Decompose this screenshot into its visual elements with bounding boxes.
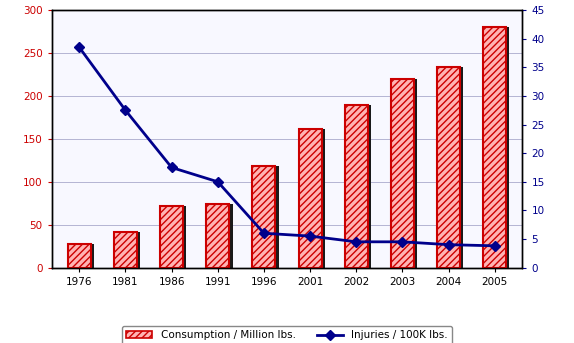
Bar: [394, 79, 417, 268]
Bar: [255, 166, 279, 268]
Bar: [486, 27, 509, 268]
Bar: [117, 232, 140, 268]
Bar: [348, 105, 371, 268]
Bar: [298, 129, 321, 268]
Bar: [391, 79, 414, 268]
Bar: [344, 105, 368, 268]
Legend: Consumption / Million lbs., Injuries / 100K lbs.: Consumption / Million lbs., Injuries / 1…: [122, 326, 452, 343]
Bar: [302, 129, 325, 268]
Bar: [483, 27, 506, 268]
Bar: [71, 244, 94, 268]
Bar: [437, 67, 460, 268]
Bar: [253, 166, 276, 268]
Bar: [440, 67, 463, 268]
Bar: [164, 206, 187, 268]
Bar: [114, 232, 137, 268]
Bar: [206, 204, 230, 268]
Bar: [68, 244, 91, 268]
Bar: [210, 204, 232, 268]
Bar: [160, 206, 183, 268]
